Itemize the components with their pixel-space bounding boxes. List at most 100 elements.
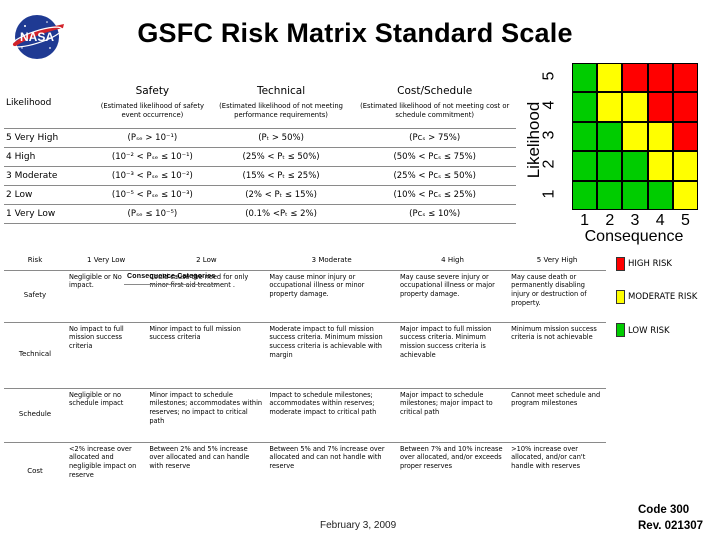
- risk-category-label: Technical: [4, 321, 66, 388]
- risk-matrix-grid: [572, 63, 698, 210]
- risk-cell: [597, 63, 623, 93]
- risk-cell: [572, 121, 598, 152]
- high-risk-label: HIGH RISK: [628, 259, 672, 269]
- nasa-logo: NASA: [11, 15, 64, 59]
- risk-cell: [572, 63, 598, 93]
- table-row: Schedule Negligible or no schedule impac…: [4, 387, 606, 442]
- cost-probability: (25% < Pᴄₛ ≤ 50%): [353, 165, 516, 186]
- safety-header-label: Safety: [135, 85, 170, 98]
- consequence-table: Consequence Categories Risk 1 Very Low 2…: [4, 252, 606, 500]
- likelihood-column-header: Likelihood: [6, 97, 52, 108]
- safety-column-header: Safety (Estimated likelihood of safety e…: [96, 78, 209, 128]
- cost-probability: (10% < Pᴄₛ ≤ 25%): [353, 185, 516, 205]
- technical-header-label: Technical: [256, 85, 306, 98]
- table-cell: Major impact to full mission success cri…: [396, 321, 509, 388]
- column-header: Risk: [27, 256, 43, 265]
- risk-cell: [622, 63, 648, 93]
- technical-probability: (25% < Pₜ ≤ 50%): [208, 146, 354, 167]
- likelihood-level: 3 Moderate: [4, 165, 96, 186]
- likelihood-row: 1 Very Low (Pₛₑ ≤ 10⁻⁵) (0.1% <Pₜ ≤ 2%) …: [4, 204, 516, 225]
- safety-probability: (10⁻³ < Pₛₑ ≤ 10⁻²): [96, 165, 209, 186]
- safety-probability: (10⁻⁵ < Pₛₑ ≤ 10⁻³): [96, 185, 209, 205]
- risk-cell: [597, 151, 623, 181]
- cost-header-label: Cost/Schedule: [397, 85, 473, 98]
- likelihood-row: 2 Low (10⁻⁵ < Pₛₑ ≤ 10⁻³) (2% < Pₜ ≤ 15%…: [4, 185, 516, 205]
- document-code: Code 300 Rev. 021307: [638, 502, 703, 534]
- low-risk-label: LOW RISK: [628, 326, 670, 336]
- risk-cell: [572, 180, 598, 210]
- risk-category-label: Schedule: [4, 387, 66, 442]
- consequence-tick-label: 1: [580, 212, 590, 229]
- risk-cell: [597, 92, 623, 122]
- likelihood-tick-label: 2: [540, 159, 557, 169]
- technical-header-sub: (Estimated likelihood of not meeting per…: [219, 102, 343, 120]
- cost-probability: (Pᴄₛ > 75%): [353, 127, 516, 148]
- table-row: Technical No impact to full mission succ…: [4, 321, 606, 388]
- column-header: 1 Very Low: [87, 256, 126, 265]
- risk-cell: [672, 180, 698, 210]
- likelihood-tick-label: 3: [540, 130, 557, 140]
- likelihood-tick-label: 4: [540, 100, 557, 110]
- risk-cell: [672, 63, 698, 93]
- risk-cell: [672, 151, 698, 181]
- column-header: 5 Very High: [536, 256, 578, 265]
- likelihood-table: Likelihood Safety (Estimated likelihood …: [4, 78, 516, 225]
- cost-column-header: Cost/Schedule (Estimated likelihood of n…: [353, 78, 516, 128]
- consequence-header-row: Risk 1 Very Low 2 Low 3 Moderate 4 High …: [4, 252, 606, 270]
- table-cell: Cannot meet schedule and program milesto…: [508, 387, 606, 442]
- likelihood-tick-label: 5: [540, 71, 557, 81]
- risk-cell: [647, 121, 673, 152]
- likelihood-level: 2 Low: [4, 185, 96, 205]
- consequence-axis-title: Consequence: [584, 228, 684, 245]
- likelihood-row: 5 Very High (Pₛₑ > 10⁻¹) (Pₜ > 50%) (Pᴄₛ…: [4, 127, 516, 148]
- risk-category-label: Cost: [4, 441, 66, 500]
- low-risk-swatch: [616, 323, 625, 337]
- safety-probability: (10⁻² < Pₛₑ ≤ 10⁻¹): [96, 146, 209, 167]
- moderate-risk-swatch: [616, 290, 625, 304]
- risk-cell: [647, 63, 673, 93]
- technical-probability: (2% < Pₜ ≤ 15%): [208, 185, 354, 205]
- technical-probability: (Pₜ > 50%): [208, 127, 354, 148]
- column-header: 2 Low: [196, 256, 217, 265]
- cost-header-sub: (Estimated likelihood of not meeting cos…: [360, 102, 510, 120]
- technical-probability: (15% < Pₜ ≤ 25%): [208, 165, 354, 186]
- consequence-tick-label: 4: [655, 212, 665, 229]
- page-title: GSFC Risk Matrix Standard Scale: [137, 18, 573, 48]
- risk-cell: [647, 151, 673, 181]
- likelihood-row: 3 Moderate (10⁻³ < Pₛₑ ≤ 10⁻²) (15% < Pₜ…: [4, 165, 516, 186]
- likelihood-row: 4 High (10⁻² < Pₛₑ ≤ 10⁻¹) (25% < Pₜ ≤ 5…: [4, 146, 516, 167]
- likelihood-level: 4 High: [4, 146, 96, 167]
- table-cell: Major impact to schedule milestones; maj…: [396, 387, 509, 442]
- logo-wordmark: NASA: [20, 30, 54, 44]
- table-cell: Moderate impact to full mission success …: [266, 321, 397, 388]
- risk-cell: [672, 121, 698, 152]
- risk-cell: [622, 151, 648, 181]
- column-header: 3 Moderate: [311, 256, 352, 265]
- likelihood-tick-label: 1: [540, 189, 557, 199]
- technical-probability: (0.1% <Pₜ ≤ 2%): [208, 204, 354, 225]
- safety-probability: (Pₛₑ ≤ 10⁻⁵): [96, 204, 209, 225]
- risk-cell: [622, 121, 648, 152]
- consequence-table-title: Consequence Categories: [124, 270, 219, 285]
- footer-date: February 3, 2009: [320, 520, 397, 531]
- table-cell: May cause death or permanently disabling…: [508, 269, 606, 322]
- cost-probability: (Pᴄₛ ≤ 10%): [353, 204, 516, 225]
- likelihood-header-row: Likelihood Safety (Estimated likelihood …: [4, 78, 516, 128]
- cost-probability: (50% < Pᴄₛ ≤ 75%): [353, 146, 516, 167]
- table-cell: >10% increase over allocated, and/or can…: [508, 441, 606, 500]
- table-cell: Negligible or no schedule impact: [66, 387, 147, 442]
- risk-cell: [622, 92, 648, 122]
- risk-cell: [672, 92, 698, 122]
- table-cell: Between 7% and 10% increase over allocat…: [396, 441, 509, 500]
- table-cell: <2% increase over allocated and negligib…: [66, 441, 147, 500]
- table-cell: Minor impact to full mission success cri…: [146, 321, 267, 388]
- likelihood-level: 5 Very High: [4, 127, 96, 148]
- table-cell: Between 5% and 7% increase over allocate…: [266, 441, 397, 500]
- risk-category-label: Safety: [4, 269, 66, 322]
- risk-cell: [647, 180, 673, 210]
- risk-cell: [572, 151, 598, 181]
- safety-header-sub: (Estimated likelihood of safety event oc…: [100, 102, 205, 120]
- safety-probability: (Pₛₑ > 10⁻¹): [96, 127, 209, 148]
- code-line: Code 300: [638, 504, 690, 516]
- risk-cell: [647, 92, 673, 122]
